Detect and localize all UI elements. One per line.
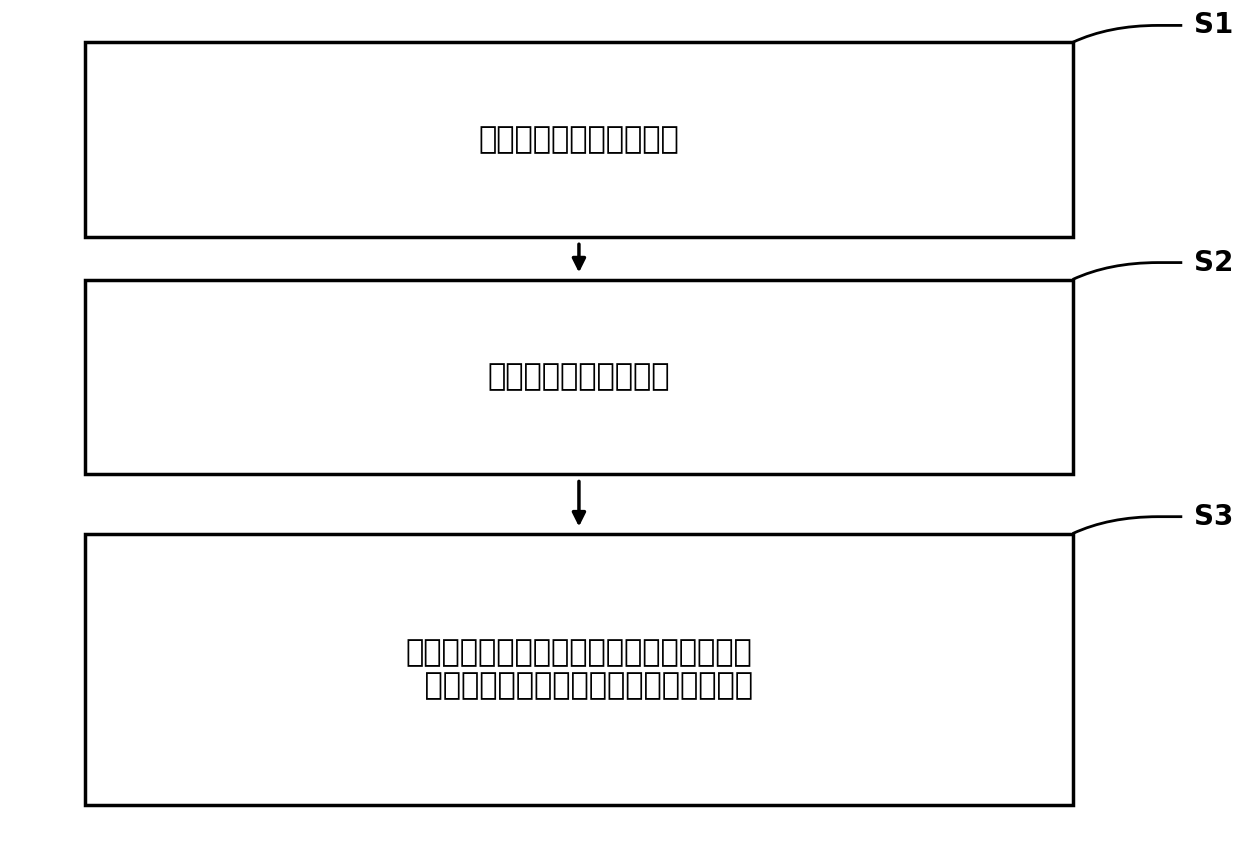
FancyBboxPatch shape: [85, 42, 1073, 237]
Text: 向静电卡盘施加直流电压，以实现采用静电
  吸附的方式固定将基片固定在静电卡盘上: 向静电卡盘施加直流电压，以实现采用静电 吸附的方式固定将基片固定在静电卡盘上: [405, 638, 753, 700]
Text: 将基片放置在静电卡盘上: 将基片放置在静电卡盘上: [478, 125, 679, 154]
FancyBboxPatch shape: [85, 534, 1073, 805]
Text: S2: S2: [1194, 248, 1234, 277]
Text: S3: S3: [1194, 502, 1234, 531]
FancyBboxPatch shape: [85, 280, 1073, 474]
Text: S1: S1: [1194, 11, 1234, 40]
Text: 使叠压件叠压在基片上: 使叠压件叠压在基片上: [488, 363, 670, 391]
